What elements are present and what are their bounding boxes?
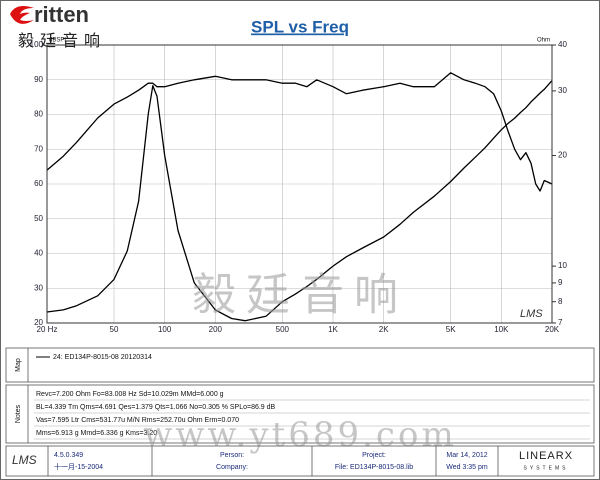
version: 4.5.0.349 [54, 452, 83, 459]
series-line [46, 80, 553, 322]
brand-sub: SYSTEMS [524, 465, 569, 471]
series-line [46, 72, 553, 192]
x-tick-label: 100 [158, 325, 172, 334]
x-tick-label: 200 [209, 325, 223, 334]
project: Project: [362, 452, 386, 459]
date: Mar 14, 2012 [446, 452, 487, 459]
x-tick-label: 2K [379, 325, 389, 334]
y2-axis-label: Ohm [537, 38, 550, 44]
y-tick-label: 90 [34, 75, 43, 84]
x-tick-label: 10K [494, 325, 509, 334]
watermark-url: www.yt689.com [143, 415, 456, 455]
plot-frame [46, 44, 553, 324]
corner-logo: LMS [520, 308, 543, 320]
legend-entry: 24: ED134P-8015-08 20120314 [53, 354, 152, 361]
brand: LINEARX [519, 450, 573, 462]
note-line: Vas=7.595 Ltr Cms=531.77u M/N Rms=252.70… [36, 417, 239, 424]
chart-title: SPL vs Freq [251, 17, 349, 36]
x-tick-label: 50 [110, 325, 119, 334]
x-tick-label: 20 Hz [37, 325, 58, 334]
x-tick-label: 500 [276, 325, 290, 334]
footer-panel [5, 445, 595, 477]
file: File: ED134P-8015-08.lib [335, 464, 413, 471]
x-tick-label: 20K [545, 325, 560, 334]
logo-cn: 毅廷音响 [18, 32, 106, 50]
y-tick-label: 30 [34, 283, 43, 292]
y-axis-label: dBSPL [49, 38, 68, 44]
y-tick-label: 70 [34, 144, 43, 153]
y2-tick-label: 30 [558, 86, 567, 95]
y-tick-label: 20 [34, 318, 43, 327]
x-tick-label: 1K [328, 325, 338, 334]
y2-tick-label: 9 [558, 278, 563, 287]
map-label: Map [15, 358, 22, 372]
map-panel [5, 347, 595, 383]
footer-logo: LMS [12, 453, 37, 467]
y2-tick-label: 40 [558, 40, 567, 49]
plot-area: 20 Hz 50 100 200 500 1K 2K 5K 10K 20K 20 30 40 50 60 70… [30, 40, 568, 334]
time: Wed 3:35 pm [446, 464, 488, 471]
y-tick-label: 100 [30, 40, 44, 49]
person: Person: [220, 452, 244, 459]
y2-tick-label: 7 [558, 318, 563, 327]
y-tick-label: 40 [34, 249, 43, 258]
notes-panel [5, 384, 595, 444]
y-tick-label: 80 [34, 110, 43, 119]
notes-label: Notes [15, 404, 22, 423]
y2-tick-label: 8 [558, 297, 563, 306]
y2-tick-label: 10 [558, 261, 567, 270]
build-date: 十一月-15-2004 [54, 462, 103, 471]
x-tick-label: 5K [446, 325, 456, 334]
logo-mark [10, 6, 34, 24]
y-tick-label: 50 [34, 214, 43, 223]
company: Company: [216, 464, 248, 471]
watermark-cn: 毅廷音响 [192, 270, 408, 321]
notes-lines: Revc=7.200 Ohm Fo=83.008 Hz Sd=10.029m M… [34, 391, 590, 440]
y-tick-label: 60 [34, 179, 43, 188]
note-line: BL=4.339 Tm Qms=4.691 Qes=1.379 Qts=1.06… [36, 404, 276, 411]
note-line: Mms=6.913 g Mmd=6.336 g Kms=3.20 [36, 430, 157, 437]
y2-tick-label: 20 [558, 151, 567, 160]
note-line: Revc=7.200 Ohm Fo=83.008 Hz Sd=10.029m M… [36, 391, 224, 398]
logo: ritten [34, 2, 89, 27]
